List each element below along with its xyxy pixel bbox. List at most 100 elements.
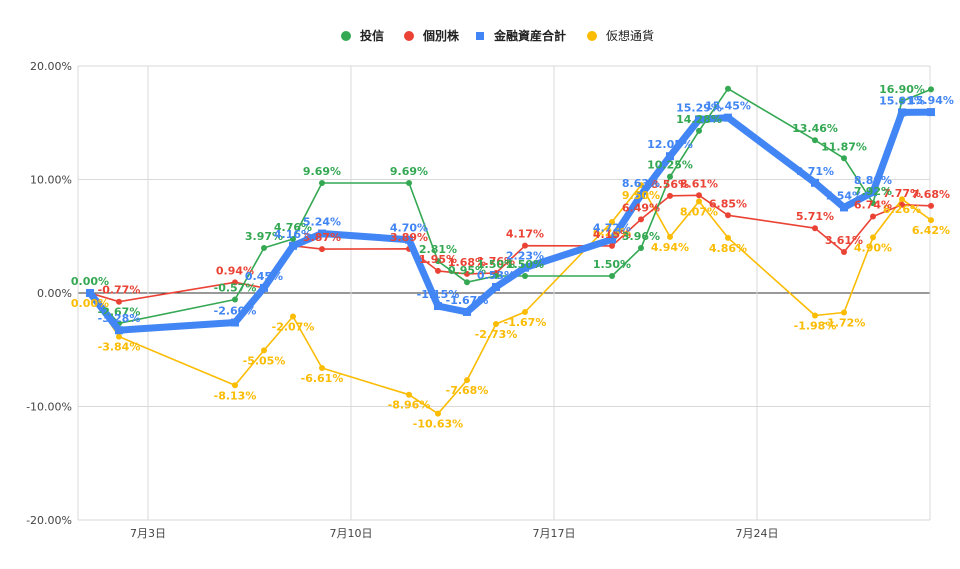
- data-label: 3.89%: [390, 231, 428, 244]
- data-label: 15.45%: [705, 100, 751, 113]
- data-point: [232, 296, 238, 303]
- x-tick-label: 7月10日: [330, 527, 373, 540]
- data-point: [232, 382, 238, 389]
- data-point: [116, 333, 122, 340]
- data-label: 8.61%: [680, 177, 718, 190]
- data-label: 0.45%: [245, 270, 283, 283]
- data-point: [521, 263, 529, 272]
- data-label: -1.15%: [417, 288, 460, 301]
- data-point: [493, 272, 499, 279]
- data-point: [667, 173, 673, 180]
- data-point: [464, 279, 470, 286]
- data-label: 1.50%: [477, 258, 515, 271]
- data-point: [638, 216, 644, 223]
- gridlines: [77, 65, 931, 521]
- data-point: [609, 218, 615, 225]
- data-label: -1.72%: [823, 317, 866, 330]
- data-label: 15.94%: [908, 94, 954, 107]
- data-label: 4.16%: [274, 228, 312, 241]
- data-label: 1.50%: [593, 258, 631, 271]
- data-point: [899, 196, 905, 203]
- data-label: -1.67%: [504, 316, 547, 329]
- x-tick-label: 7月3日: [130, 527, 166, 540]
- data-label: 9.50%: [622, 189, 660, 202]
- data-label: 10.25%: [647, 159, 693, 172]
- data-point: [841, 249, 847, 256]
- data-point: [928, 86, 934, 93]
- data-point: [492, 282, 500, 291]
- legend-marker: [341, 31, 351, 41]
- data-label: -3.84%: [98, 341, 141, 354]
- data-label: 4.15%: [593, 228, 631, 241]
- data-label: 0.95%: [448, 264, 486, 277]
- data-label: 8.56%: [651, 178, 689, 191]
- data-point: [231, 318, 239, 327]
- data-point: [493, 320, 499, 327]
- data-label: -6.61%: [301, 372, 344, 385]
- data-label: 7.77%: [883, 187, 921, 200]
- data-label: 0.53%: [477, 269, 515, 282]
- data-point: [840, 203, 848, 212]
- data-point: [667, 233, 673, 240]
- data-label: 4.70%: [390, 222, 428, 235]
- data-label: -3.28%: [98, 312, 141, 325]
- data-point: [115, 326, 123, 335]
- data-label: 6.26%: [593, 226, 631, 239]
- data-label: -2.60%: [214, 305, 257, 318]
- data-label: 9.69%: [390, 165, 428, 178]
- data-label: -10.63%: [413, 418, 463, 431]
- data-label: 15.29%: [676, 101, 722, 114]
- data-label: -8.96%: [388, 399, 431, 412]
- data-point: [898, 108, 906, 117]
- data-label: 8.26%: [883, 203, 921, 216]
- legend-label: 個別株: [422, 28, 460, 43]
- data-point: [812, 137, 818, 144]
- data-label: 4.17%: [506, 228, 544, 241]
- data-label: 0.00%: [71, 297, 109, 310]
- data-label: 3.61%: [825, 234, 863, 247]
- data-label: 11.87%: [821, 140, 867, 153]
- data-point: [260, 283, 268, 292]
- data-point: [522, 242, 528, 249]
- data-labels: 0.00% -3.84% -8.13% -5.05% -2.07% -6.61% -8.96…: [71, 83, 954, 430]
- data-point: [638, 245, 644, 252]
- data-label: 1.50%: [506, 258, 544, 271]
- data-point: [637, 191, 645, 200]
- data-point: [811, 178, 819, 187]
- data-label: 5.24%: [303, 216, 341, 229]
- data-point: [116, 298, 122, 305]
- data-point: [406, 180, 412, 187]
- legend-marker: [476, 32, 484, 40]
- data-label: 2.23%: [506, 250, 544, 263]
- data-point: [435, 267, 441, 274]
- y-tick-label: 20.00%: [30, 60, 72, 73]
- data-label: 6.74%: [854, 199, 892, 212]
- data-point: [899, 98, 905, 105]
- data-label: 15.91%: [879, 94, 925, 107]
- data-point: [927, 108, 935, 117]
- data-label: 8.89%: [854, 174, 892, 187]
- data-label: 9.71%: [796, 165, 834, 178]
- data-point: [435, 258, 441, 265]
- data-point: [696, 192, 702, 199]
- data-point: [86, 289, 94, 297]
- data-point: [406, 391, 412, 398]
- data-point: [870, 234, 876, 241]
- data-point: [261, 244, 267, 251]
- data-label: -1.67%: [446, 294, 489, 307]
- data-point: [899, 201, 905, 208]
- data-label: 1.95%: [419, 253, 457, 266]
- data-point: [318, 229, 326, 238]
- series-lines: [86, 85, 935, 417]
- data-label: 6.42%: [912, 224, 950, 237]
- data-label: 0.00%: [71, 275, 109, 288]
- data-point: [319, 180, 325, 187]
- data-label: 1.76%: [477, 255, 515, 268]
- data-label: 7.68%: [912, 188, 950, 201]
- data-point: [608, 235, 616, 244]
- y-tick-label: 0.00%: [37, 287, 72, 300]
- data-label: -0.57%: [214, 281, 257, 294]
- data-label: -2.67%: [98, 305, 141, 318]
- axes: 20.00% 10.00% 0.00% -10.00% -20.00% 7月3日 7月10日…: [26, 60, 778, 540]
